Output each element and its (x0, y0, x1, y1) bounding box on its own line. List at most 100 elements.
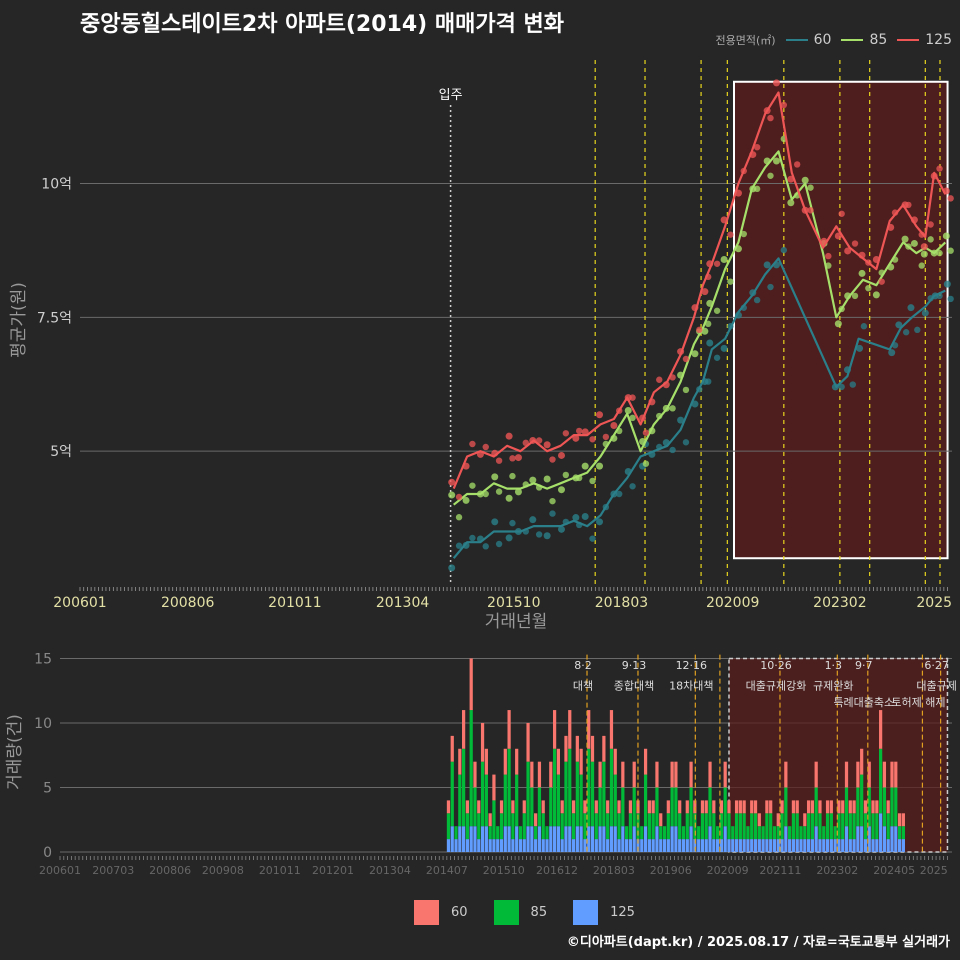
bar-85 (731, 826, 735, 840)
x-tick-label: 201201 (312, 864, 354, 877)
bar-60 (829, 800, 833, 814)
point-125 (455, 493, 463, 501)
bar-60 (556, 748, 560, 775)
point-125 (514, 454, 522, 462)
bar-125 (841, 839, 845, 852)
bar-60 (769, 800, 773, 814)
bar-85 (515, 774, 519, 827)
point-85 (936, 249, 943, 257)
point-60 (943, 280, 951, 288)
y-tick-label: 10 (34, 716, 52, 732)
point-60 (704, 378, 712, 385)
x-tick-label: 201304 (369, 864, 411, 877)
point-60 (491, 518, 499, 526)
bar-85 (492, 800, 496, 840)
policy-name: 토허제 해제 (891, 695, 945, 709)
bar-60 (606, 800, 610, 814)
point-60 (616, 490, 623, 498)
point-125 (878, 278, 885, 285)
bar-125 (632, 826, 636, 852)
bar-85 (465, 813, 470, 840)
bar-125 (734, 839, 739, 852)
bar-85 (822, 826, 826, 840)
point-85 (740, 230, 747, 238)
bar-85 (511, 813, 515, 840)
bar-85 (537, 787, 542, 827)
point-85 (495, 488, 503, 495)
bar-85 (879, 748, 883, 814)
point-125 (838, 210, 845, 217)
point-125 (602, 433, 610, 441)
bar-60 (894, 761, 898, 788)
bar-125 (530, 826, 534, 852)
bar-60 (901, 813, 905, 827)
bar-125 (556, 826, 560, 852)
legend-label-85: 85 (869, 32, 888, 48)
bar-125 (552, 826, 557, 852)
bar-125 (515, 826, 519, 852)
point-60 (572, 514, 580, 522)
bar-85 (473, 787, 477, 827)
point-60 (753, 296, 761, 304)
bar-125 (625, 839, 629, 852)
point-60 (482, 543, 489, 550)
bar-60 (867, 761, 871, 788)
bar-125 (496, 839, 500, 852)
bar-60 (446, 800, 451, 814)
bar-85 (678, 813, 682, 840)
point-125 (572, 434, 580, 442)
x-axis-title: 거래년월 (485, 612, 548, 632)
bar-125 (575, 826, 579, 852)
y-tick-label: 5 (43, 780, 52, 796)
bar-60 (587, 710, 591, 749)
bar-60 (458, 748, 462, 775)
bar-85 (549, 787, 553, 827)
bar-125 (643, 826, 648, 852)
bar-85 (791, 813, 796, 840)
point-125 (596, 411, 604, 419)
bar-125 (583, 839, 587, 852)
x-tick-label: 202405 (873, 864, 915, 877)
bar-60 (632, 761, 636, 788)
point-85 (491, 473, 499, 481)
point-85 (543, 475, 551, 483)
bar-60 (507, 710, 511, 749)
policy-name: 규제완화 (813, 679, 853, 692)
bar-125 (742, 839, 746, 852)
point-85 (529, 476, 537, 484)
bar-85 (810, 813, 814, 840)
bar-60 (795, 800, 799, 814)
x-tick-label: 201803 (595, 595, 648, 611)
bar-125 (613, 826, 617, 852)
bar-60 (719, 800, 724, 814)
point-85 (549, 497, 556, 505)
bar-125 (674, 826, 678, 852)
bar-85 (681, 826, 686, 840)
bar-85 (761, 826, 765, 840)
bar-60 (617, 800, 621, 814)
bar-60 (780, 800, 784, 814)
bar-85 (503, 774, 507, 827)
bar-125 (503, 826, 507, 852)
x-tick-label: 200601 (53, 595, 106, 611)
point-85 (562, 471, 570, 479)
bar-125 (746, 839, 750, 852)
bar-125 (886, 839, 890, 852)
bar-125 (579, 826, 583, 852)
bar-60 (753, 800, 758, 814)
bar-60 (848, 800, 852, 814)
bar-85 (632, 787, 636, 827)
legend-bottom-label-85: 85 (530, 905, 548, 920)
bar-85 (541, 813, 545, 840)
bar-60 (602, 735, 606, 762)
policy-name: 종합대책 (614, 679, 654, 692)
bar-60 (875, 800, 879, 814)
point-85 (947, 247, 954, 254)
bar-85 (655, 787, 659, 827)
bar-85 (780, 813, 784, 840)
policy-name: 18차대책 (669, 679, 713, 692)
bar-60 (882, 761, 887, 788)
point-85 (807, 184, 814, 191)
point-85 (469, 482, 476, 489)
policy-date: 1·3 (825, 659, 843, 672)
